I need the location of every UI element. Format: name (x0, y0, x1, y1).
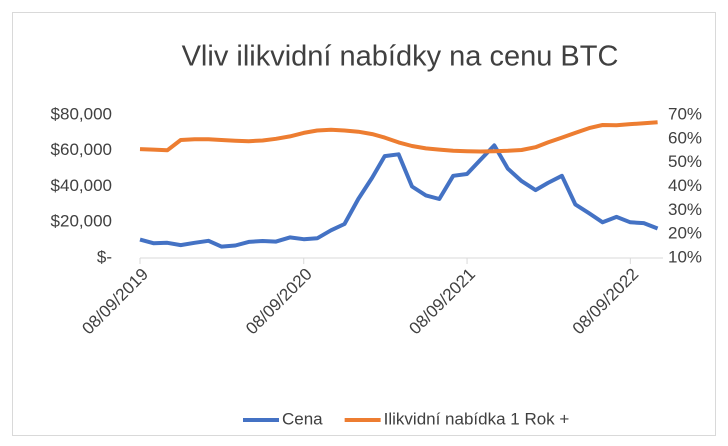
line-series (139, 143, 659, 249)
y2-tick-label: 60% (668, 128, 702, 147)
y-tick-label: $80,000 (51, 104, 112, 123)
y2-tick-label: 50% (668, 152, 702, 171)
legend-label: Ilikvidní nabídka 1 Rok + (384, 409, 570, 428)
y2-tick-label: 70% (668, 104, 702, 123)
legend-label: Cena (282, 409, 323, 428)
y2-tick-label: 40% (668, 176, 702, 195)
y2-tick-label: 30% (668, 200, 702, 219)
y2-tick-label: 10% (668, 247, 702, 266)
y-tick-label: $40,000 (51, 176, 112, 195)
y2-tick-label: 20% (668, 224, 702, 243)
y-tick-label: $60,000 (51, 140, 112, 159)
y-tick-label: $- (97, 247, 112, 266)
chart-title: Vliv ilikvidní nabídky na cenu BTC (182, 41, 619, 73)
y-tick-label: $20,000 (51, 212, 112, 231)
chart-border (12, 12, 716, 436)
line-series (139, 120, 658, 154)
